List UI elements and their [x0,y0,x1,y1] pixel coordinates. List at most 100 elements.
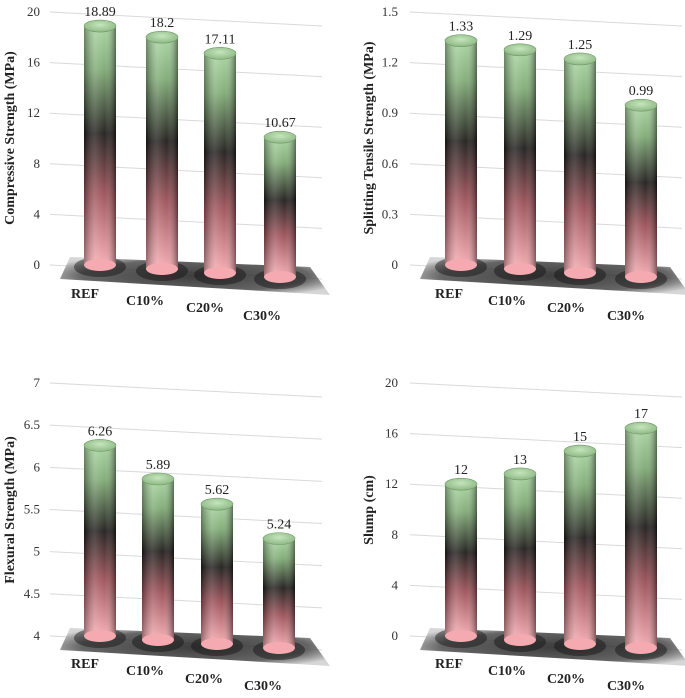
y-tick-label: 20 [385,375,398,390]
bar-cap [263,130,297,144]
bar-base [625,271,657,283]
x-tick-label: C20% [547,301,585,316]
bar-base [264,271,296,283]
x-tick-label: REF [71,287,99,302]
bar-shading [142,479,174,640]
bar-cap [563,444,597,458]
bar-cap [145,30,179,44]
bar-base [146,263,178,275]
gridline [49,424,323,440]
bar-cap [563,52,597,66]
gridline [49,11,323,27]
bar-base [204,267,236,279]
chart-panel-2: 0 0.3 0.6 0.9 1.2 1.5 1.33 REF 1.29 C10% 1.25 C20% 0… [362,4,685,324]
y-tick-label: 16 [27,55,41,70]
floor-plane [60,628,330,666]
bar-cap [203,47,237,60]
bar-shading [84,26,116,265]
y-tick-label: 4.5 [24,586,40,601]
y-tick-label: 0.6 [382,156,399,171]
y-axis-label: Splitting Tensile Strength (MPa) [362,41,377,234]
data-label: 5.24 [267,518,292,533]
floor-plane [420,628,685,666]
bar-shading [504,49,536,269]
y-tick-label: 8 [34,156,41,171]
y-tick-label: 12 [27,105,40,120]
bar-base [263,642,295,654]
bar-base [564,267,596,279]
bar-shading [445,40,477,265]
bar-cap [141,472,175,486]
x-tick-label: C30% [243,309,281,324]
x-tick-label: REF [435,287,463,302]
y-tick-label: 0.9 [382,105,398,120]
chart-panel-3: 4 4.5 5 5.5 6 6.5 7 6.26 REF 5.89 C10% 5.62 C20% 5.24… [3,375,330,694]
chart-panel-1: 0 4 8 12 16 20 18.89 REF 18.2 C10% 17.11 C20% 10.67 C… [3,4,330,324]
data-label: 18.2 [150,16,175,31]
bar-REF [74,19,126,277]
bar-C30% [254,130,306,289]
x-tick-label: C10% [126,664,164,679]
bar-shading [625,105,657,277]
bar-C10% [494,43,546,281]
y-tick-label: 8 [392,527,399,542]
bar-C20% [191,497,243,656]
bar-shading [625,428,657,648]
y-tick-label: 0 [392,628,399,643]
chart-panel-4: 0 4 8 12 16 20 12 REF 13 C10% 15 C20% 17 C30% Slump (c… [362,375,685,694]
bar-REF [74,439,126,648]
bar-C10% [494,467,546,652]
x-tick-label: REF [435,657,463,672]
y-tick-label: 16 [385,426,399,441]
data-label: 6.26 [88,424,113,439]
data-label: 17.11 [205,32,236,47]
y-tick-label: 4 [34,628,41,643]
y-tick-label: 20 [27,4,40,19]
bar-cap [503,43,537,57]
y-axis-label: Slump (cm) [362,475,377,545]
x-tick-label: C30% [607,679,645,693]
bar-cap [624,98,658,112]
y-axis-label: Flexural Strength (MPa) [3,436,18,584]
bar-cap [624,421,658,435]
bar-shading [84,445,116,636]
bar-shading [264,137,296,277]
bar-cap [262,532,296,545]
floor-plane [60,257,330,295]
data-label: 1.33 [449,20,474,35]
x-tick-label: C30% [607,309,645,324]
data-label: 18.89 [84,5,116,20]
bar-C20% [554,52,606,285]
x-tick-label: C20% [186,301,224,316]
bar-base [564,638,596,650]
bar-shading [204,53,236,273]
gridline [409,382,683,398]
bar-base [445,630,477,642]
y-tick-label: 4 [392,577,399,592]
x-tick-label: C10% [488,294,526,309]
gridline [49,382,323,398]
x-tick-label: C20% [185,672,223,687]
bar-C10% [136,30,188,281]
bar-base [625,642,657,654]
bar-cap [444,34,478,47]
bar-shading [263,538,295,648]
bar-shading [564,58,596,273]
x-tick-label: C10% [126,294,164,309]
y-tick-label: 12 [385,476,398,491]
bar-shading [146,37,178,269]
y-tick-label: 0 [392,257,399,272]
data-label: 5.62 [205,483,230,498]
y-tick-label: 5 [34,544,41,559]
bar-base [504,634,536,646]
data-label: 15 [573,430,587,445]
data-label: 0.99 [629,84,654,99]
x-tick-label: C30% [244,679,282,693]
data-label: 17 [634,407,648,422]
bar-base [504,263,536,275]
y-tick-label: 6 [34,459,41,474]
bar-cap [83,19,117,33]
y-tick-label: 4 [34,206,41,221]
bar-cap [200,497,234,511]
